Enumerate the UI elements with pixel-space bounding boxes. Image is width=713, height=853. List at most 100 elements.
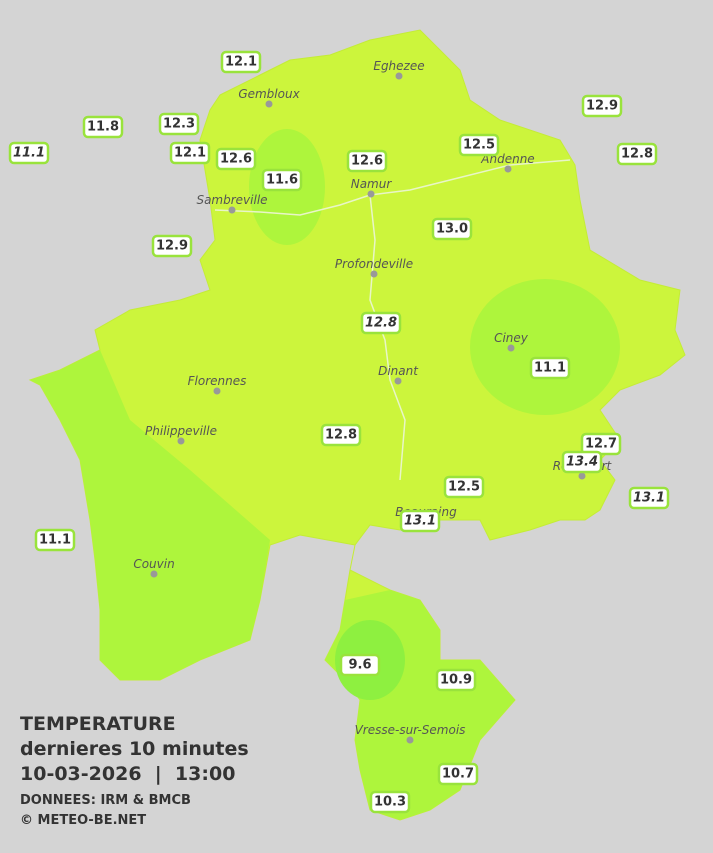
legend-subtitle: dernieres 10 minutes — [20, 738, 249, 760]
station-box — [616, 142, 658, 166]
station-label: 12.6 — [215, 147, 257, 171]
station-label: 12.6 — [346, 149, 388, 173]
station-box — [169, 141, 211, 165]
station-label: 12.1 — [169, 141, 211, 165]
station-value: 12.1 — [174, 146, 206, 161]
station-box — [215, 147, 257, 171]
station-box — [151, 234, 193, 258]
city-label: Namur — [351, 177, 393, 191]
station-label: 11.1 — [34, 528, 76, 552]
station-box — [437, 762, 479, 786]
city-dot — [504, 165, 512, 173]
station-label: 11.1 — [529, 356, 571, 380]
station-box — [458, 133, 500, 157]
station-value: 11.1 — [39, 533, 71, 548]
city-dot — [394, 377, 402, 385]
city-dot — [228, 206, 236, 214]
station-value: 13.1 — [633, 491, 665, 506]
city-label: Vresse-sur-Semois — [355, 723, 466, 737]
city-label: Profondeville — [335, 257, 413, 271]
station-label: 12.3 — [158, 112, 200, 136]
cooler-zone-ciney — [470, 279, 620, 415]
station-label: 9.6 — [339, 653, 381, 677]
station-value: 12.6 — [220, 152, 252, 167]
station-value: 12.9 — [156, 239, 188, 254]
station-value: 13.0 — [436, 222, 468, 237]
city-dot — [370, 270, 378, 278]
city-label: Sambreville — [196, 193, 267, 207]
station-box — [369, 790, 411, 814]
station-box — [443, 475, 485, 499]
station-label: 12.5 — [458, 133, 500, 157]
city-dot — [406, 736, 414, 744]
station-label: 13.1 — [399, 509, 441, 533]
city-label: Ciney — [494, 331, 529, 345]
station-value: 12.8 — [365, 316, 397, 331]
station-box — [82, 115, 124, 139]
city-label: Gembloux — [238, 87, 300, 101]
station-box — [399, 509, 441, 533]
cooler-zone-southwest — [30, 350, 270, 680]
station-label: 13.0 — [431, 217, 473, 241]
station-value: 13.1 — [404, 514, 436, 529]
station-value: 12.9 — [586, 99, 618, 114]
station-box — [34, 528, 76, 552]
station-label: 12.8 — [616, 142, 658, 166]
city-dot — [367, 190, 375, 198]
station-value: 10.7 — [442, 767, 474, 782]
station-box — [320, 423, 362, 447]
station-box — [220, 50, 262, 74]
station-value: 12.5 — [448, 480, 480, 495]
station-box — [339, 653, 381, 677]
station-value: 11.1 — [534, 361, 566, 376]
city-label: Eghezee — [373, 59, 424, 73]
station-value: 12.1 — [225, 55, 257, 70]
legend-copyright: © METEO-BE.NET — [20, 813, 146, 828]
station-label: 12.5 — [443, 475, 485, 499]
station-label: 11.1 — [8, 141, 50, 165]
station-box — [561, 450, 603, 474]
station-value: 12.7 — [585, 437, 617, 452]
station-value: 11.8 — [87, 120, 119, 135]
station-label: 10.9 — [435, 668, 477, 692]
station-label: 12.8 — [360, 311, 402, 335]
station-label: 11.8 — [82, 115, 124, 139]
city-label: Dinant — [378, 364, 419, 378]
station-label: 13.4 — [561, 450, 603, 474]
station-value: 12.6 — [351, 154, 383, 169]
city-dot — [507, 344, 515, 352]
station-box — [581, 94, 623, 118]
station-value: 10.3 — [374, 795, 406, 810]
city-label: Couvin — [133, 557, 174, 571]
city-dot — [578, 472, 586, 480]
station-value: 12.3 — [163, 117, 195, 132]
station-label: 12.9 — [151, 234, 193, 258]
station-box — [529, 356, 571, 380]
city-dot — [395, 72, 403, 80]
station-box — [346, 149, 388, 173]
station-box — [435, 668, 477, 692]
station-label: 13.1 — [628, 486, 670, 510]
station-value: 13.4 — [566, 455, 598, 470]
city-dot — [177, 437, 185, 445]
legend-source: DONNEES: IRM & BMCB — [20, 793, 191, 808]
city-dot — [150, 570, 158, 578]
station-label: 10.3 — [369, 790, 411, 814]
station-box — [628, 486, 670, 510]
station-value: 12.8 — [325, 428, 357, 443]
station-box — [158, 112, 200, 136]
station-box — [431, 217, 473, 241]
station-value: 12.8 — [621, 147, 653, 162]
station-label: 12.1 — [220, 50, 262, 74]
legend-datetime: 10-03-2026 | 13:00 — [20, 763, 235, 785]
station-value: 9.6 — [348, 658, 371, 673]
station-box — [261, 168, 303, 192]
city-label: Philippeville — [145, 424, 217, 438]
station-value: 11.6 — [266, 173, 298, 188]
station-label: 10.7 — [437, 762, 479, 786]
city-label: Florennes — [188, 374, 247, 388]
city-dot — [265, 100, 273, 108]
city-dot — [213, 387, 221, 395]
station-box — [8, 141, 50, 165]
